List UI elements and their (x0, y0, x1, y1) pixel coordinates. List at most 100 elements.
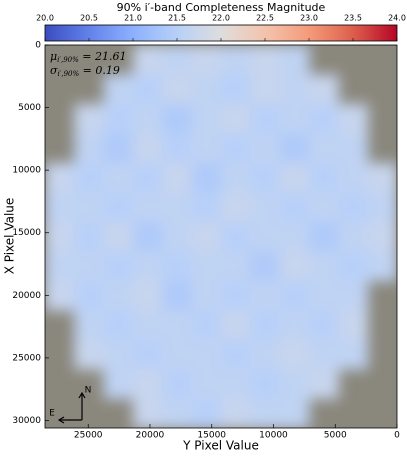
heatmap-cell (250, 221, 281, 252)
heatmap-cell (279, 398, 310, 428)
heatmap-cell (191, 103, 222, 134)
heatmap-cell (191, 280, 222, 311)
y-tick-label: 0 (35, 41, 41, 51)
heatmap-cell (279, 221, 310, 252)
heatmap-cell (279, 280, 310, 311)
heatmap-cell (45, 192, 75, 223)
x-tick-label: 20000 (136, 431, 165, 441)
compass-east-label: E (49, 409, 55, 419)
heatmap-cell (309, 192, 339, 223)
x-tick-label: 15000 (197, 431, 226, 441)
colorbar-tick-label: 23.0 (300, 14, 318, 23)
heatmap-cell (133, 339, 163, 370)
heatmap-cell (279, 133, 310, 164)
x-tick-label: 25000 (74, 431, 103, 441)
heatmap-cell (103, 162, 134, 193)
compass-north-label: N (85, 386, 92, 396)
colorbar-tick-label: 20.5 (80, 14, 98, 23)
heatmap-cell (162, 339, 193, 370)
heatmap-cell (309, 103, 339, 134)
heatmap-cell (191, 251, 222, 282)
heatmap-cell (367, 162, 397, 193)
heatmap-cell (103, 251, 134, 282)
heatmap-cell (133, 162, 163, 193)
heatmap-cell (250, 45, 281, 75)
heatmap-cell (250, 162, 281, 193)
heatmap-cell (74, 310, 105, 341)
heatmap-cell (133, 280, 163, 311)
heatmap-cell (250, 398, 281, 428)
y-tick-label: 5000 (18, 103, 41, 113)
heatmap-cell (221, 310, 251, 341)
heatmap-cell (162, 103, 193, 134)
heatmap-cell (221, 280, 251, 311)
annotation-value: = 21.61 (79, 50, 127, 63)
heatmap-cell (309, 221, 339, 252)
x-tick-label: 0 (394, 431, 400, 441)
colorbar-tick-label: 20.0 (36, 14, 54, 23)
heatmap-cell (133, 192, 163, 223)
heatmap-cell (103, 369, 134, 400)
x-tick-label: 10000 (259, 431, 288, 441)
heatmap-cell (74, 251, 105, 282)
colorbar-tick-label: 21.5 (168, 14, 186, 23)
heatmap-cell (191, 74, 222, 105)
heatmap-cell (250, 103, 281, 134)
heatmap-cell (367, 221, 397, 252)
heatmap-cell (221, 162, 251, 193)
heatmap-cell (338, 221, 369, 252)
heatmap-cell (191, 221, 222, 252)
colorbar-tick-label: 22.0 (212, 14, 230, 23)
heatmap-cell (162, 221, 193, 252)
heatmap-cell (133, 369, 163, 400)
heatmap-cell (103, 310, 134, 341)
heatmap-cell (162, 280, 193, 311)
annotation: μi′,90% = 21.61 (50, 50, 126, 64)
heatmap-cell (162, 133, 193, 164)
heatmap-cell (191, 310, 222, 341)
heatmap-cell (338, 103, 369, 134)
heatmap-cell (338, 192, 369, 223)
heatmap-cell (279, 251, 310, 282)
heatmap-cell (162, 310, 193, 341)
heatmap-cell (191, 192, 222, 223)
heatmap-cell (279, 339, 310, 370)
y-tick-label: 15000 (12, 228, 41, 238)
heatmap-cell (221, 221, 251, 252)
heatmap-cell (279, 74, 310, 105)
heatmap-cell (250, 192, 281, 223)
heatmap-cell (221, 103, 251, 134)
heatmap-cell (367, 251, 397, 282)
annotation-subscript: i′,90% (58, 70, 80, 78)
heatmap-cell (162, 45, 193, 75)
heatmap-cell (191, 339, 222, 370)
heatmap-cell (133, 133, 163, 164)
heatmap-cell (103, 339, 134, 370)
heatmap-cell (338, 251, 369, 282)
heatmap-cell (45, 221, 75, 252)
annotation: σi′,90% = 0.19 (50, 64, 120, 78)
heatmap-cell (162, 192, 193, 223)
annotation-subscript: i′,90% (57, 56, 79, 64)
plot-frame (44, 44, 398, 429)
heatmap-cell (191, 369, 222, 400)
heatmap-cell (133, 310, 163, 341)
heatmap-cell (221, 45, 251, 75)
heatmap-cell (279, 192, 310, 223)
heatmap-cell (103, 74, 134, 105)
heatmap-cell (191, 133, 222, 164)
heatmap-cell (133, 221, 163, 252)
heatmap-cell (309, 162, 339, 193)
heatmap-cell (338, 162, 369, 193)
heatmap-cell (250, 310, 281, 341)
compass (57, 391, 86, 424)
heatmap-cell (309, 339, 339, 370)
heatmap-cell (221, 192, 251, 223)
heatmap-cells (45, 45, 397, 428)
heatmap-cell (221, 251, 251, 282)
compass-north-head (78, 391, 86, 399)
heatmap-cell (309, 251, 339, 282)
x-tick-label: 5000 (324, 431, 347, 441)
y-tick-label: 25000 (12, 353, 41, 363)
heatmap-cell (309, 280, 339, 311)
